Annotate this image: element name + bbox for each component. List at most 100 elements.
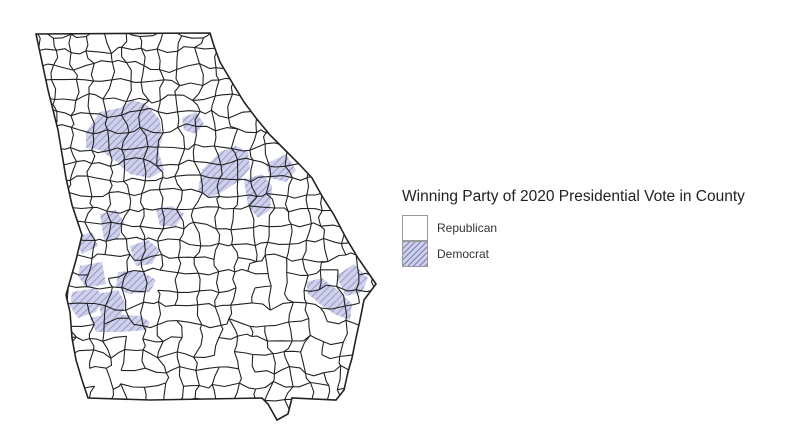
county-border [156, 163, 179, 167]
county-border [157, 289, 178, 293]
county-border [357, 244, 376, 247]
county-border [319, 46, 326, 66]
county-border [300, 67, 306, 87]
county-border [157, 241, 163, 255]
county-border [288, 317, 309, 323]
county-border [218, 335, 238, 340]
county-border [85, 50, 112, 55]
county-border [176, 386, 185, 405]
county-border [265, 127, 292, 134]
county-border [372, 214, 376, 226]
county-border [144, 382, 166, 388]
county-border [192, 192, 203, 210]
county-border [69, 161, 77, 181]
county-border [305, 373, 311, 383]
county-border [193, 161, 202, 176]
county-border [104, 406, 110, 416]
county-border [255, 111, 258, 133]
county-border [121, 271, 129, 288]
county-border [36, 365, 37, 386]
county-border [37, 272, 40, 287]
county-border [311, 399, 328, 403]
county-border [56, 48, 72, 54]
county-border [36, 112, 42, 135]
county-border [126, 60, 145, 67]
county-border [176, 51, 179, 70]
county-border [361, 194, 367, 207]
county-border [103, 305, 107, 325]
county-border [336, 35, 347, 50]
county-border [179, 239, 201, 247]
county-border [199, 289, 220, 294]
county-border [256, 129, 267, 134]
county-border [234, 268, 248, 273]
county-democrat [96, 290, 126, 320]
county-border [323, 341, 344, 346]
county-border [251, 96, 274, 101]
county-border [193, 356, 198, 371]
county-border [93, 129, 108, 135]
county-border [67, 253, 93, 260]
county-border [356, 384, 366, 404]
county-border [215, 271, 220, 293]
county-border [181, 35, 204, 39]
county-border [159, 68, 177, 74]
county-border [237, 178, 252, 183]
county-border [159, 187, 183, 191]
county-border [109, 147, 123, 151]
county-border [176, 208, 194, 211]
county-border [140, 82, 150, 101]
county-border [159, 69, 165, 81]
county-border [328, 33, 347, 37]
county-border [121, 132, 130, 150]
county-border [142, 158, 147, 181]
county-border [55, 365, 71, 372]
county-border [304, 147, 309, 163]
county-border [121, 149, 125, 160]
county-border [93, 206, 107, 212]
county-border [138, 110, 142, 128]
county-border [121, 145, 149, 151]
county-border [283, 350, 301, 353]
county-border [87, 175, 110, 182]
county-border [53, 146, 71, 150]
county-border [218, 242, 232, 247]
county-border [251, 302, 271, 311]
county-border [303, 134, 308, 149]
county-border [91, 162, 111, 167]
county-border [291, 127, 305, 135]
county-border [141, 349, 146, 369]
county-border [264, 143, 270, 167]
county-border [178, 366, 185, 387]
county-border [177, 351, 194, 358]
county-border [264, 254, 269, 274]
county-border [139, 126, 149, 147]
county-border [47, 303, 51, 323]
county-border [67, 302, 88, 305]
county-border [52, 99, 58, 112]
county-border [36, 209, 39, 229]
county-border [357, 372, 366, 386]
county-border [36, 66, 40, 80]
county-border [111, 46, 122, 54]
county-border [58, 203, 71, 208]
county-border [157, 100, 161, 112]
county-border [250, 51, 255, 63]
county-border [174, 176, 183, 191]
county-democrat [198, 146, 250, 198]
county-border [253, 159, 270, 167]
county-border [195, 125, 216, 132]
county-border [194, 111, 201, 127]
county-border [233, 257, 239, 273]
county-border [230, 229, 234, 245]
county-border [323, 237, 342, 245]
county-border [287, 177, 293, 197]
county-border [341, 94, 357, 101]
county-border [143, 271, 148, 292]
county-border [126, 62, 132, 82]
county-border [36, 320, 37, 337]
county-border [143, 158, 158, 167]
county-border [288, 93, 304, 101]
county-border [211, 366, 220, 385]
county-border [251, 287, 256, 303]
